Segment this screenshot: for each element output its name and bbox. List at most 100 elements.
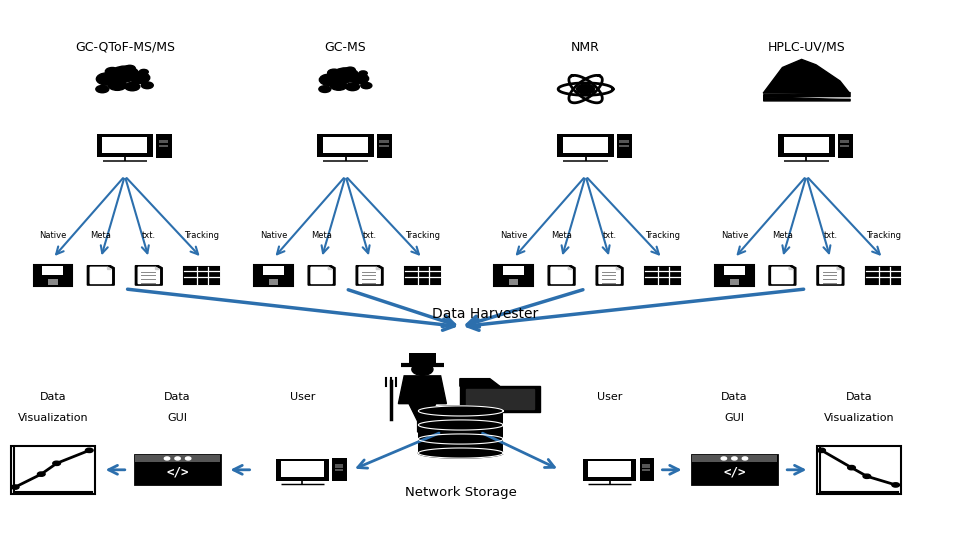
FancyBboxPatch shape (639, 458, 654, 481)
Polygon shape (772, 267, 793, 284)
FancyBboxPatch shape (97, 134, 153, 157)
Polygon shape (769, 266, 796, 285)
Circle shape (330, 81, 347, 90)
Polygon shape (156, 267, 159, 269)
FancyBboxPatch shape (158, 140, 168, 144)
Circle shape (96, 85, 108, 93)
FancyBboxPatch shape (409, 353, 436, 365)
FancyBboxPatch shape (377, 134, 393, 158)
Circle shape (327, 69, 341, 76)
FancyBboxPatch shape (641, 469, 651, 471)
Polygon shape (568, 267, 572, 269)
FancyBboxPatch shape (715, 265, 754, 286)
FancyBboxPatch shape (318, 134, 373, 157)
FancyBboxPatch shape (48, 279, 58, 285)
Polygon shape (398, 376, 446, 432)
Text: Native: Native (39, 231, 66, 240)
Circle shape (361, 83, 372, 89)
Text: Meta: Meta (311, 231, 332, 240)
Circle shape (359, 71, 368, 76)
FancyBboxPatch shape (563, 137, 609, 153)
FancyBboxPatch shape (645, 267, 680, 284)
Polygon shape (837, 267, 841, 269)
FancyBboxPatch shape (102, 137, 148, 153)
FancyBboxPatch shape (494, 265, 533, 286)
FancyBboxPatch shape (332, 458, 347, 481)
FancyBboxPatch shape (269, 279, 278, 285)
Text: User: User (290, 392, 315, 402)
Text: Data: Data (164, 392, 191, 402)
Polygon shape (460, 386, 540, 413)
FancyBboxPatch shape (817, 446, 901, 494)
Text: HPLC-UV/MS: HPLC-UV/MS (768, 41, 845, 54)
Circle shape (577, 84, 594, 94)
Circle shape (37, 472, 45, 476)
Text: txt.: txt. (824, 231, 837, 240)
Text: Tracking: Tracking (645, 231, 680, 240)
FancyBboxPatch shape (379, 140, 389, 144)
FancyBboxPatch shape (866, 267, 900, 284)
Circle shape (339, 78, 348, 84)
Polygon shape (599, 267, 620, 284)
Text: Native: Native (721, 231, 748, 240)
Text: Data: Data (846, 392, 873, 402)
Circle shape (848, 465, 855, 470)
FancyBboxPatch shape (334, 464, 344, 468)
Circle shape (139, 69, 148, 75)
Text: Tracking: Tracking (184, 231, 219, 240)
Polygon shape (817, 266, 844, 285)
Circle shape (319, 86, 331, 92)
FancyBboxPatch shape (730, 279, 739, 285)
Polygon shape (308, 266, 335, 285)
Text: Native: Native (500, 231, 527, 240)
Polygon shape (548, 266, 575, 285)
FancyBboxPatch shape (509, 279, 518, 285)
Polygon shape (616, 267, 620, 269)
Circle shape (110, 66, 139, 82)
Polygon shape (376, 267, 380, 269)
Polygon shape (108, 267, 111, 269)
Polygon shape (90, 267, 111, 284)
Polygon shape (460, 379, 500, 386)
FancyBboxPatch shape (588, 461, 631, 477)
FancyBboxPatch shape (379, 145, 389, 147)
FancyBboxPatch shape (783, 137, 829, 153)
Text: Tracking: Tracking (405, 231, 440, 240)
FancyBboxPatch shape (583, 459, 636, 481)
FancyBboxPatch shape (840, 140, 850, 144)
FancyBboxPatch shape (419, 411, 503, 453)
Circle shape (96, 73, 118, 85)
Text: Data Harvester: Data Harvester (432, 307, 538, 321)
Circle shape (892, 483, 900, 487)
Text: Tracking: Tracking (866, 231, 900, 240)
FancyBboxPatch shape (334, 469, 344, 471)
FancyBboxPatch shape (158, 145, 168, 147)
FancyBboxPatch shape (135, 455, 220, 484)
Circle shape (818, 448, 826, 453)
Text: Data: Data (39, 392, 66, 402)
Text: Meta: Meta (772, 231, 793, 240)
FancyBboxPatch shape (263, 266, 284, 275)
FancyBboxPatch shape (254, 265, 293, 286)
FancyBboxPatch shape (405, 267, 440, 284)
Circle shape (124, 65, 135, 71)
FancyBboxPatch shape (838, 134, 853, 158)
Text: Visualization: Visualization (17, 413, 88, 423)
FancyBboxPatch shape (503, 266, 524, 275)
FancyBboxPatch shape (641, 464, 651, 468)
Circle shape (175, 457, 180, 460)
Text: </>: </> (166, 465, 189, 478)
Circle shape (350, 73, 369, 84)
Polygon shape (328, 267, 332, 269)
FancyBboxPatch shape (558, 134, 613, 157)
Circle shape (53, 461, 60, 465)
Polygon shape (311, 267, 332, 284)
Circle shape (108, 80, 127, 90)
Circle shape (742, 457, 748, 460)
Polygon shape (87, 266, 114, 285)
Polygon shape (789, 267, 793, 269)
Circle shape (721, 457, 727, 460)
Circle shape (106, 68, 119, 76)
Circle shape (346, 67, 355, 73)
FancyBboxPatch shape (11, 446, 95, 494)
